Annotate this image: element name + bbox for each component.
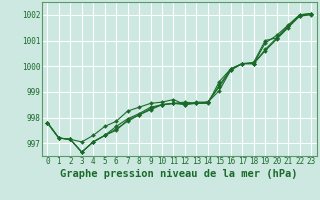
X-axis label: Graphe pression niveau de la mer (hPa): Graphe pression niveau de la mer (hPa) bbox=[60, 169, 298, 179]
